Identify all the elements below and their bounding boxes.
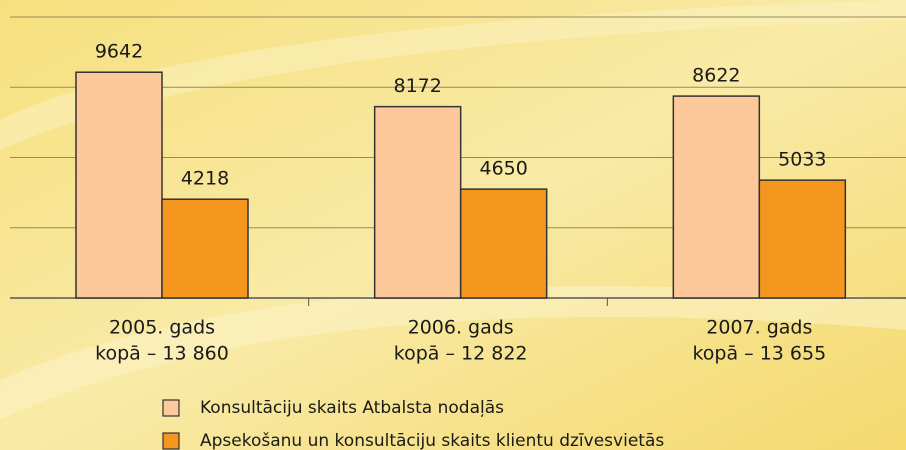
bar [75, 71, 163, 299]
legend-swatch [162, 432, 180, 450]
legend-swatch [162, 399, 180, 417]
swoosh [0, 286, 906, 420]
x-tick-label: 2006. gads [408, 317, 514, 339]
bar [758, 179, 847, 299]
category-total: kopā – 13 655 [692, 343, 826, 365]
legend-label: Konsultāciju skaits Atbalsta nodaļās [200, 398, 504, 418]
data-label: 8172 [393, 75, 441, 97]
category-total: kopā – 12 822 [394, 343, 528, 365]
swoosh [0, 0, 906, 150]
legend-label: Apsekošanu un konsultāciju skaits klient… [200, 431, 664, 450]
bar [672, 95, 761, 299]
data-label: 9642 [95, 41, 143, 63]
category-total: kopā – 13 860 [95, 343, 229, 365]
data-label: 4218 [181, 168, 229, 190]
data-label: 4650 [479, 158, 527, 180]
x-tick-label: 2005. gads [109, 317, 215, 339]
bar [459, 188, 548, 299]
bar [161, 198, 249, 299]
bar [373, 105, 462, 299]
data-label: 5033 [778, 149, 826, 171]
data-label: 8622 [692, 65, 740, 87]
x-tick-label: 2007. gads [706, 317, 812, 339]
